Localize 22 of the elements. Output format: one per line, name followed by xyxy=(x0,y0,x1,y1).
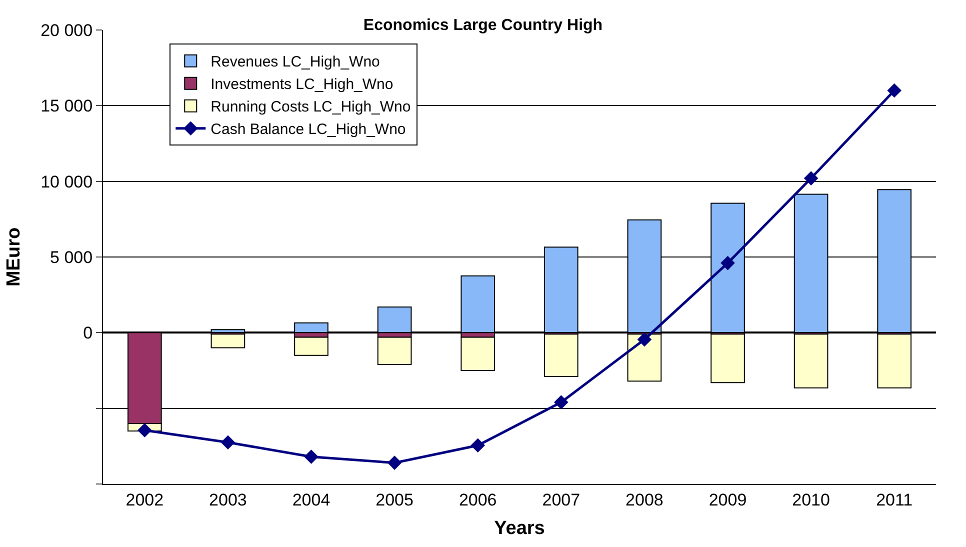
x-tick-label: 2011 xyxy=(876,490,913,510)
x-tick-label: 2009 xyxy=(708,490,747,510)
y-tick-label: 0 xyxy=(83,324,93,343)
x-tick-label: 2002 xyxy=(126,490,164,510)
chart-title: Economics Large Country High xyxy=(363,17,603,34)
y-tick-label: 20 000 xyxy=(40,20,93,40)
x-tick-label: 2010 xyxy=(792,490,830,510)
y-tick-label: 5 000 xyxy=(50,248,93,267)
legend-label: Revenues LC_High_Wno xyxy=(210,54,380,71)
x-tick-label: 2006 xyxy=(458,490,497,510)
legend-label: Cash Balance LC_High_Wno xyxy=(210,121,406,138)
x-tick-label: 2003 xyxy=(209,490,247,510)
legend-label: Running Costs LC_High_Wno xyxy=(210,98,411,116)
y-axis-title: MEuro xyxy=(3,227,24,287)
x-tick-label: 2008 xyxy=(626,490,664,510)
x-tick-label: 2005 xyxy=(376,490,414,510)
x-axis-title: Years xyxy=(494,518,545,540)
x-tick-label: 2004 xyxy=(292,490,330,510)
y-tick-label: 10 000 xyxy=(40,172,93,192)
y-tick-label: 15 000 xyxy=(40,96,93,116)
legend-label: Investments LC_High_Wno xyxy=(210,76,394,94)
x-tick-label: 2007 xyxy=(542,490,580,510)
